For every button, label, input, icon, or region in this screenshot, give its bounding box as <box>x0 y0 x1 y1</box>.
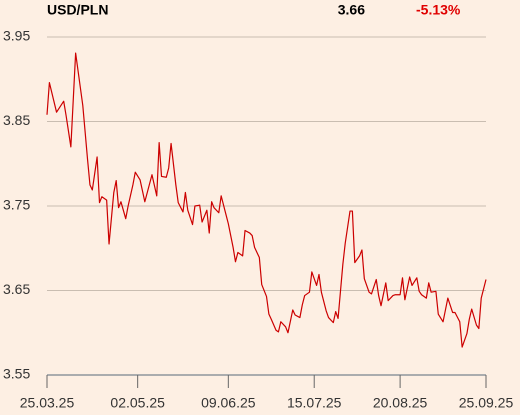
y-tick-label: 3.95 <box>3 28 30 44</box>
last-value: 3.66 <box>338 2 365 18</box>
x-tick-label: 09.06.25 <box>201 395 256 411</box>
y-tick-label: 3.65 <box>3 281 30 297</box>
y-tick-label: 3.55 <box>3 366 30 382</box>
x-tick-label: 02.05.25 <box>110 395 165 411</box>
change: -5.13% <box>416 2 461 18</box>
x-tick-label: 20.08.25 <box>373 395 428 411</box>
price-line <box>46 52 487 348</box>
x-tick-label: 25.09.25 <box>459 395 514 411</box>
y-tick-label: 3.85 <box>3 112 30 128</box>
x-tick-label: 15.07.25 <box>287 395 342 411</box>
y-tick-label: 3.75 <box>3 197 30 213</box>
x-tick-label: 25.03.25 <box>20 395 75 411</box>
chart-title: USD/PLN <box>47 2 108 18</box>
